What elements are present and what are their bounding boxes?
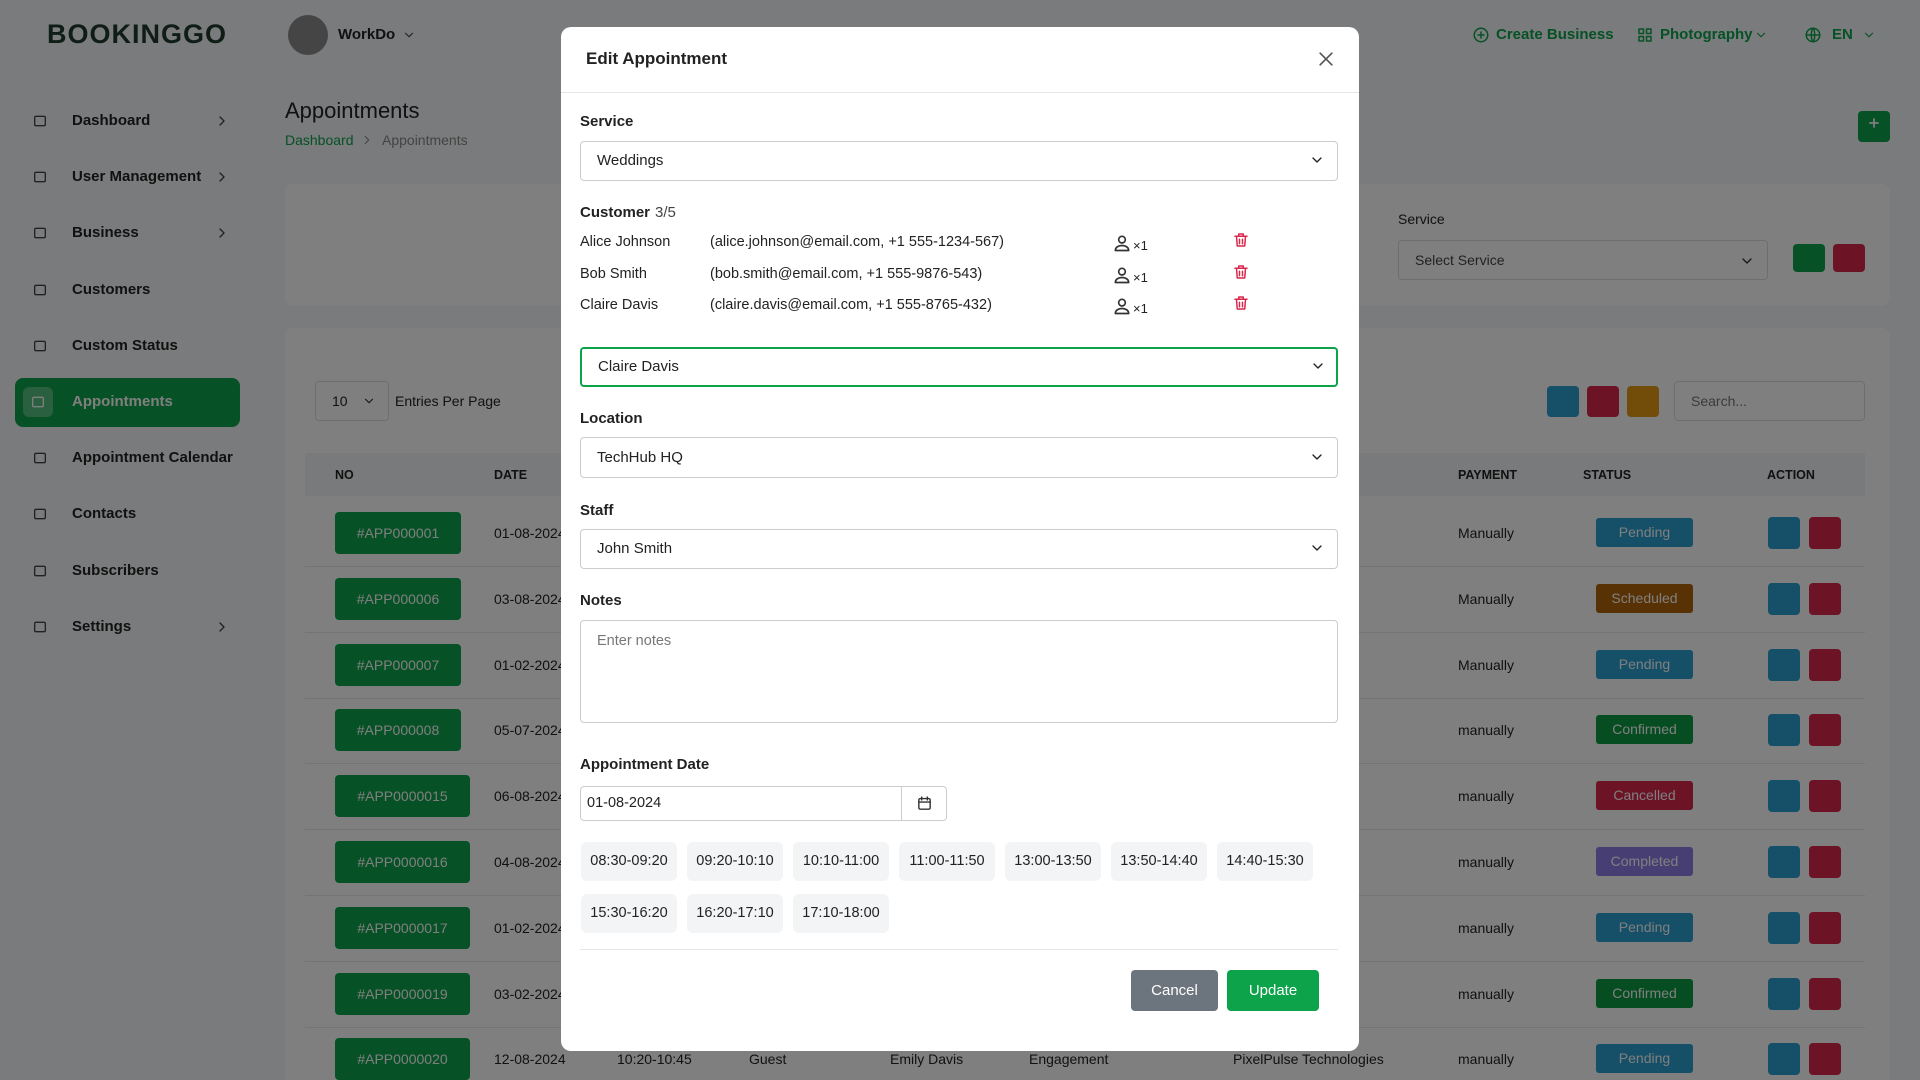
icon-part: [1234, 233, 1248, 247]
date-separator: [901, 787, 902, 820]
footer-divider: [580, 949, 1338, 950]
select-value: Claire Davis: [598, 358, 679, 375]
icon-part: [1114, 298, 1130, 315]
modal-title: Edit Appointment: [586, 49, 728, 68]
chevron: [1309, 152, 1325, 168]
icon-part: [1114, 276, 1130, 283]
time-slot[interactable]: 17:10-18:00: [793, 894, 889, 933]
chevron: [1309, 540, 1325, 556]
customer-details: (bob.smith@email.com, +1 555-9876-543): [710, 265, 983, 282]
field-label: Notes: [580, 592, 622, 609]
icon-part: [1312, 453, 1322, 460]
person-icon: [1112, 265, 1132, 285]
icon-part: [1114, 267, 1130, 283]
icon-part: [1234, 264, 1248, 279]
customer-label: Customer: [580, 204, 651, 221]
notes-textarea[interactable]: Enter notes: [580, 620, 1338, 723]
icon-part: [1234, 296, 1248, 310]
field-label: Service: [580, 113, 634, 130]
customer-label: Customer 3/5: [580, 203, 676, 223]
person-icon: [1112, 233, 1132, 253]
icon-part: [1117, 267, 1127, 276]
notes-placeholder: Enter notes: [597, 633, 672, 649]
customer-qty: ×1: [1133, 269, 1148, 285]
icon-part: [1319, 52, 1333, 66]
select-value: TechHub HQ: [597, 448, 683, 466]
icon-part: [1312, 157, 1322, 163]
person-icon: [1112, 296, 1132, 316]
icon-part: [1117, 298, 1127, 307]
select-value: John Smith: [597, 540, 673, 557]
icon-part: [1312, 545, 1322, 551]
icon-part: [1313, 363, 1323, 369]
customer-details: (claire.davis@email.com, +1 555-8765-432…: [710, 297, 992, 313]
close-button[interactable]: [1316, 49, 1336, 69]
select[interactable]: Weddings: [580, 141, 1338, 181]
icon-part: [1114, 307, 1130, 315]
icon-part: [1313, 363, 1323, 369]
icon-part: [1234, 264, 1248, 279]
update-button[interactable]: Update: [1227, 970, 1319, 1011]
icon-part: [918, 796, 931, 810]
customer-name: Alice Johnson: [580, 234, 671, 250]
time-slot[interactable]: 09:20-10:10: [687, 842, 783, 881]
field-label: Staff: [580, 502, 614, 519]
icon-part: [1114, 235, 1130, 252]
time-slot[interactable]: 11:00-11:50: [899, 842, 995, 881]
select[interactable]: John Smith: [580, 529, 1338, 569]
remove-customer[interactable]: [1232, 294, 1250, 312]
field-label: Location: [580, 410, 643, 427]
date-value: 01-08-2024: [587, 795, 662, 811]
calendar-icon[interactable]: [916, 795, 933, 812]
remove-customer[interactable]: [1232, 263, 1250, 281]
chevron: [1309, 449, 1325, 465]
customer-name: Bob Smith: [580, 265, 647, 282]
icon-part: [1117, 235, 1127, 244]
remove-customer[interactable]: [1232, 231, 1250, 249]
time-slot[interactable]: 13:50-14:40: [1111, 842, 1207, 881]
time-slot[interactable]: 14:40-15:30: [1217, 842, 1313, 881]
icon-part: [1234, 296, 1248, 310]
customer-qty: ×1: [1133, 301, 1148, 316]
select[interactable]: TechHub HQ: [580, 437, 1338, 478]
field-label: Appointment Date: [580, 756, 710, 773]
cancel-button[interactable]: Cancel: [1131, 970, 1218, 1011]
customer-details: (alice.johnson@email.com, +1 555-1234-56…: [710, 234, 1005, 250]
icon-part: [1312, 453, 1322, 460]
date-input[interactable]: 01-08-2024: [580, 786, 947, 821]
select-value: Weddings: [597, 152, 664, 169]
icon-part: [1312, 157, 1322, 163]
time-slot[interactable]: 15:30-16:20: [581, 894, 677, 933]
time-slot[interactable]: 16:20-17:10: [687, 894, 783, 933]
customer-name: Claire Davis: [580, 297, 659, 313]
time-slot[interactable]: 10:10-11:00: [793, 842, 889, 881]
time-slot[interactable]: 13:00-13:50: [1005, 842, 1101, 881]
icon-part: [1319, 52, 1333, 66]
icon-part: [1312, 545, 1322, 551]
modal: Edit Appointment Service Weddings Customer 3…: [561, 27, 1359, 1051]
time-slot[interactable]: 08:30-09:20: [581, 842, 677, 881]
icon-part: [918, 796, 931, 803]
chevron: [1310, 358, 1326, 374]
customer-count: 3/5: [655, 204, 676, 221]
customer-qty: ×1: [1133, 238, 1148, 253]
icon-part: [1234, 233, 1248, 247]
select[interactable]: Claire Davis: [580, 347, 1338, 387]
modal-divider: [561, 92, 1359, 93]
icon-part: [918, 797, 931, 810]
icon-part: [1114, 244, 1130, 252]
